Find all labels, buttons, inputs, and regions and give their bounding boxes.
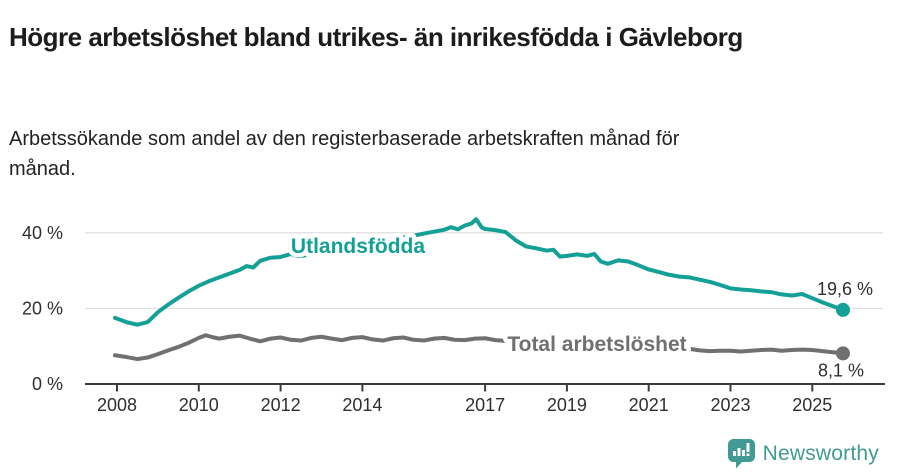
x-tick-label: 2023	[710, 395, 750, 415]
y-tick-label: 20 %	[22, 298, 63, 318]
x-tick-label: 2010	[179, 395, 219, 415]
y-tick-label: 0 %	[32, 374, 63, 394]
series-line	[112, 217, 845, 327]
newsworthy-brand: Newsworthy	[727, 439, 879, 469]
y-tick-label: 40 %	[22, 223, 63, 243]
series-label: Utlandsfödda	[291, 235, 425, 258]
end-value-label: 8,1 %	[818, 360, 864, 380]
x-tick-label: 2021	[629, 395, 669, 415]
page-subtitle: Arbetssökande som andel av den registerb…	[9, 128, 680, 180]
end-value-label: 19,6 %	[817, 279, 873, 299]
x-tick-label: 2025	[792, 395, 832, 415]
series-endpoint-dot	[835, 346, 850, 361]
series-endpoint-dot	[835, 302, 850, 317]
x-tick-label: 2019	[547, 395, 587, 415]
x-tick-label: 2014	[342, 395, 382, 415]
x-tick-label: 2012	[261, 395, 301, 415]
page-title: Högre arbetslöshet bland utrikes- än inr…	[9, 22, 743, 53]
x-tick-label: 2008	[97, 395, 137, 415]
series-label: Total arbetslöshet	[507, 333, 686, 356]
x-tick-label: 2017	[465, 395, 505, 415]
bar-chart-speech-bubble-icon	[727, 439, 755, 469]
brand-name: Newsworthy	[762, 442, 879, 465]
series-line	[112, 333, 845, 362]
